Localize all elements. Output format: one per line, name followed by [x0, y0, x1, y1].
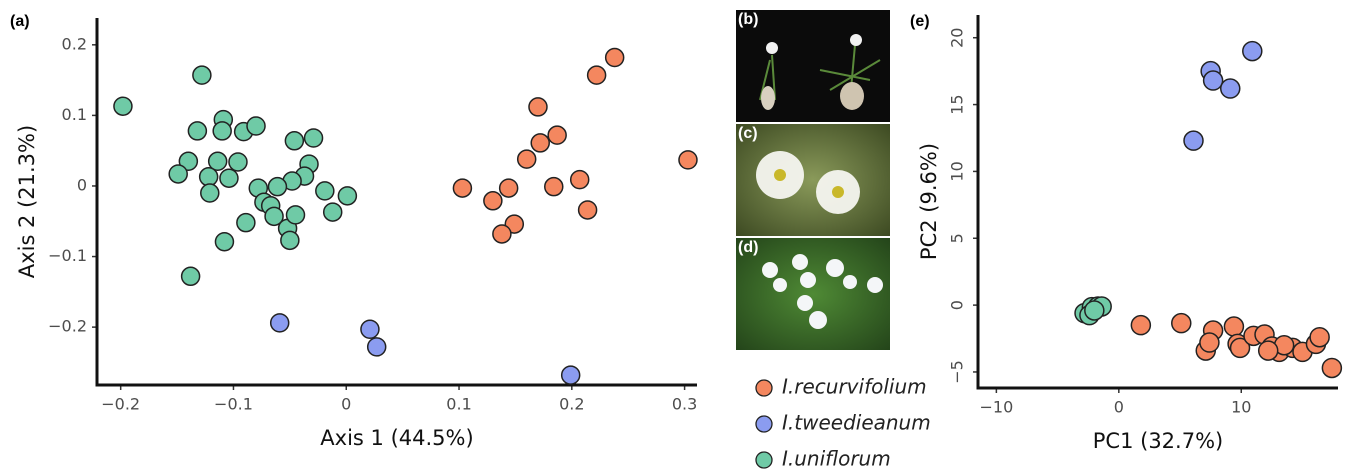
point: [500, 179, 518, 197]
y-tick-label: 0: [77, 175, 87, 194]
x-tick-label: −0.1: [214, 395, 253, 414]
point: [1322, 358, 1341, 377]
point: [268, 178, 286, 196]
point: [679, 151, 697, 169]
x-tick-label: 10: [1231, 398, 1251, 417]
y-tick-label: −5: [948, 360, 967, 384]
point: [361, 320, 379, 338]
point: [316, 182, 334, 200]
point: [215, 233, 233, 251]
point: [229, 153, 247, 171]
legend-marker: [756, 452, 772, 468]
point: [338, 187, 356, 205]
y-axis-label: PC2 (9.6%): [917, 143, 941, 260]
figure: (b) (c) (d) (a) −0.2 −0.1 0 0.1 0.2 0.3 −0.2 −0.…: [0, 0, 1346, 473]
y-tick-label: −0.2: [48, 317, 87, 336]
x-tick-label: −0.2: [101, 395, 140, 414]
y-tick-label: 0.2: [62, 34, 87, 53]
point: [193, 66, 211, 84]
legend-label: I.tweedieanum: [782, 411, 931, 435]
point: [529, 98, 547, 116]
point: [531, 134, 549, 152]
point: [545, 178, 563, 196]
point: [1243, 42, 1262, 61]
point: [1200, 333, 1219, 352]
point: [1131, 316, 1150, 335]
y-tick-label: 20: [948, 28, 967, 48]
y-tick-label: 0.1: [62, 105, 87, 124]
point: [286, 206, 304, 224]
point: [213, 122, 231, 140]
panel-label: (b): [738, 11, 758, 28]
panel-label: (c): [738, 125, 758, 142]
point: [220, 169, 238, 187]
y-tick-label: 15: [948, 94, 967, 114]
point: [200, 168, 218, 186]
point: [571, 171, 589, 189]
y-axis-label: Axis 2 (21.3%): [15, 125, 39, 278]
point: [324, 203, 342, 221]
x-tick-label: 0.2: [559, 395, 584, 414]
legend-marker: [756, 416, 772, 432]
y-tick-label: 10: [948, 161, 967, 181]
point: [1224, 317, 1243, 336]
point: [518, 150, 536, 168]
point: [493, 225, 511, 243]
point: [453, 179, 471, 197]
point: [169, 165, 187, 183]
y-tick-label: −0.1: [48, 246, 87, 265]
x-axis-label: Axis 1 (44.5%): [320, 426, 473, 450]
point: [1184, 131, 1203, 150]
point: [1221, 79, 1240, 98]
point: [1172, 314, 1191, 333]
point: [588, 66, 606, 84]
photo-b: [736, 10, 890, 122]
point: [579, 201, 597, 219]
x-tick-label: 0: [1114, 398, 1124, 417]
point: [1310, 328, 1329, 347]
point: [606, 49, 624, 67]
point: [281, 231, 299, 249]
legend-label: I.recurvifolium: [782, 375, 927, 399]
photo-d: [736, 238, 890, 350]
y-tick-label: 0: [948, 300, 967, 310]
legend-marker: [756, 380, 772, 396]
panel-label: (e): [910, 13, 930, 30]
legend-label: I.uniflorum: [782, 447, 891, 471]
point: [484, 192, 502, 210]
point: [114, 97, 132, 115]
point: [1204, 71, 1223, 90]
point: [368, 338, 386, 356]
point: [271, 314, 289, 332]
panel-label: (d): [738, 239, 758, 256]
photo-c: [736, 124, 890, 236]
x-tick-label: 0: [341, 395, 351, 414]
panel-label: (a): [10, 13, 30, 30]
x-tick-label: 0.3: [672, 395, 697, 414]
point: [285, 132, 303, 150]
x-axis-label: PC1 (32.7%): [1093, 429, 1223, 453]
y-tick-label: 5: [948, 233, 967, 243]
point: [305, 129, 323, 147]
x-tick-label: −10: [979, 398, 1013, 417]
point: [562, 366, 580, 384]
x-tick-label: 0.1: [446, 395, 471, 414]
point: [1085, 301, 1104, 320]
point: [1259, 341, 1278, 360]
point: [237, 214, 255, 232]
point: [182, 267, 200, 285]
point: [188, 122, 206, 140]
point: [247, 117, 265, 135]
point: [548, 126, 566, 144]
point: [201, 184, 219, 202]
